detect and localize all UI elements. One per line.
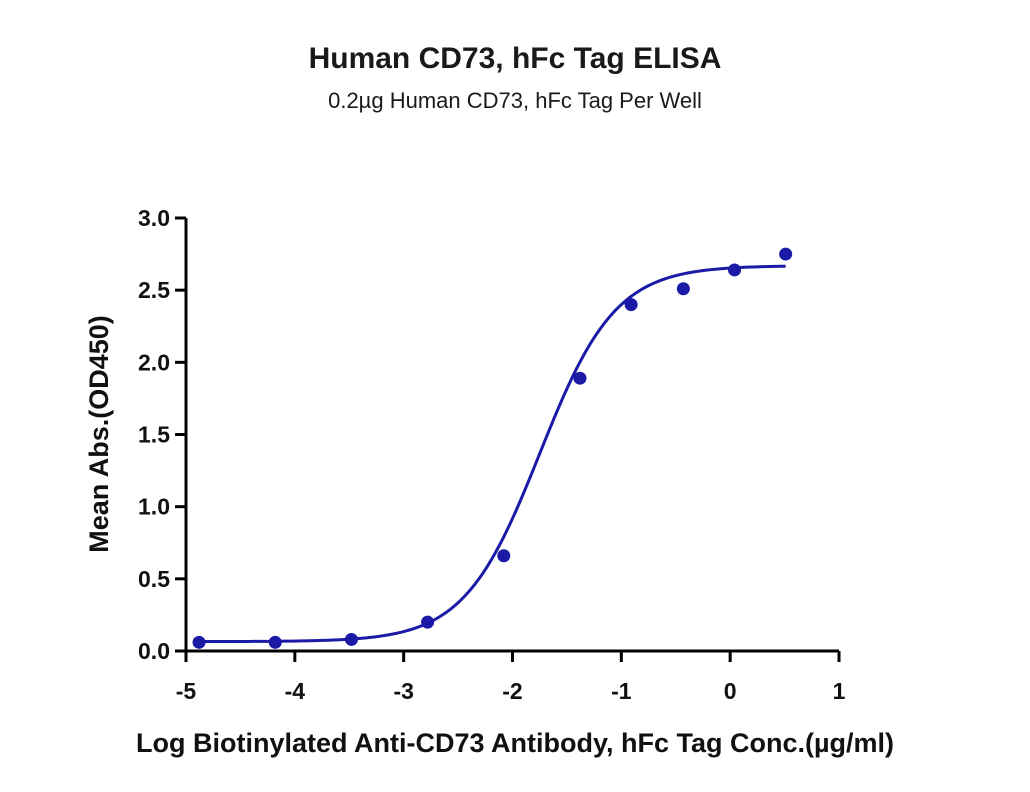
chart-subtitle: 0.2µg Human CD73, hFc Tag Per Well bbox=[328, 88, 702, 113]
data-point bbox=[573, 371, 587, 385]
chart-title: Human CD73, hFc Tag ELISA bbox=[309, 42, 722, 75]
axes bbox=[184, 218, 839, 653]
x-ticks: -5 -4 -3 -2 -1 0 1 bbox=[176, 651, 846, 704]
y-axis-title: Mean Abs.(OD450) bbox=[84, 315, 114, 553]
x-tick-label: -2 bbox=[502, 678, 522, 704]
data-point bbox=[497, 549, 511, 563]
x-tick-label: -3 bbox=[393, 678, 413, 704]
data-point bbox=[676, 282, 690, 296]
y-tick-label: 1.0 bbox=[138, 494, 170, 520]
y-tick-label: 0.0 bbox=[138, 638, 170, 664]
data-point bbox=[728, 263, 742, 277]
y-tick-label: 2.5 bbox=[138, 277, 170, 303]
y-tick-label: 2.0 bbox=[138, 349, 170, 375]
x-tick-label: -1 bbox=[611, 678, 632, 704]
data-point bbox=[344, 632, 358, 646]
data-point bbox=[192, 635, 206, 649]
x-tick-label: 0 bbox=[724, 678, 737, 704]
y-tick-label: 0.5 bbox=[138, 566, 170, 592]
data-point bbox=[421, 615, 435, 629]
x-tick-label: -4 bbox=[285, 678, 306, 704]
data-points bbox=[192, 247, 793, 649]
y-tick-label: 1.5 bbox=[138, 422, 170, 448]
y-tick-label: 3.0 bbox=[138, 205, 170, 231]
data-point bbox=[779, 247, 793, 261]
y-ticks: 0.0 0.5 1.0 1.5 2.0 2.5 3.0 bbox=[138, 205, 186, 664]
x-axis-title: Log Biotinylated Anti-CD73 Antibody, hFc… bbox=[136, 728, 894, 758]
x-tick-label: 1 bbox=[833, 678, 846, 704]
fit-curve bbox=[199, 264, 786, 644]
x-tick-label: -5 bbox=[176, 678, 197, 704]
data-point bbox=[268, 635, 282, 649]
data-point bbox=[624, 298, 638, 312]
